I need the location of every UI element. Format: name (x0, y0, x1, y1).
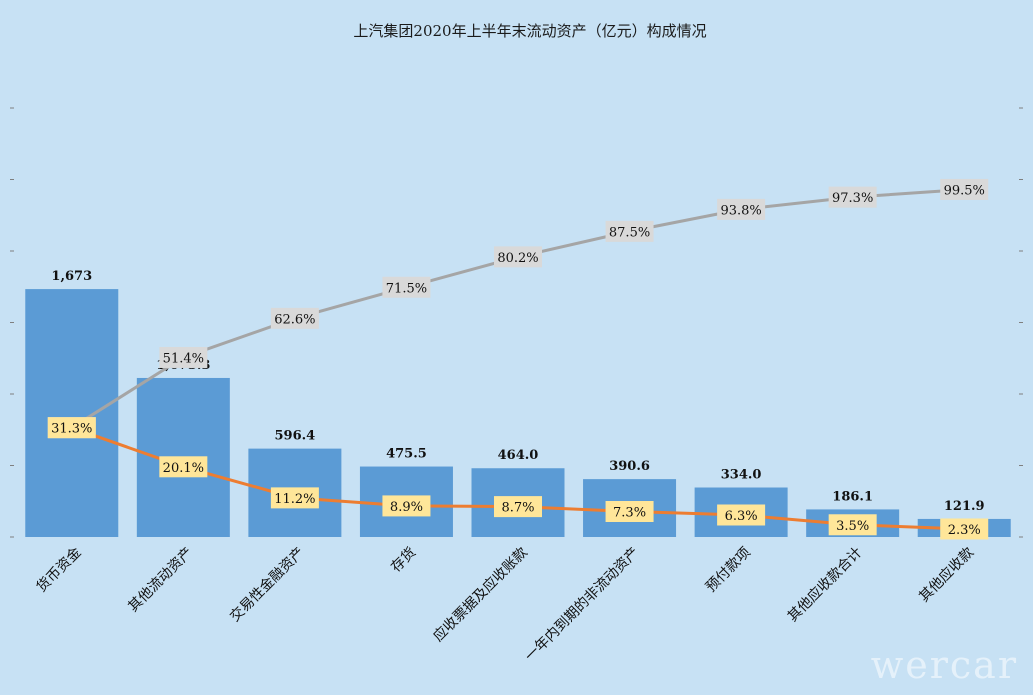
share-point-marker (605, 501, 654, 523)
cumulative-share-point-marker (494, 246, 542, 268)
bar-value-labels: 1,6731,073.3596.4475.5464.0390.6334.0186… (51, 269, 984, 514)
share-point-label: 3.5% (836, 519, 869, 534)
cumulative-share-point-label: 80.2% (497, 251, 538, 266)
share-point-label: 11.2% (274, 492, 315, 507)
category-label: 交易性金融资产 (226, 544, 307, 625)
share-point-label: 8.9% (390, 500, 423, 515)
cumulative-share-point-label: 51.4% (163, 351, 204, 366)
category-label: 一年内到期的非流动资产 (522, 545, 642, 665)
category-label: 存货 (387, 544, 419, 576)
cumulative-share-point-marker (270, 307, 319, 329)
watermark: wercar (871, 643, 1018, 687)
bar (25, 289, 119, 537)
share-point-marker (940, 518, 989, 540)
category-label: 货币资金 (33, 544, 85, 596)
left-axis-ticks (10, 107, 14, 538)
share-point-label: 2.3% (948, 523, 981, 538)
share-point-marker (828, 514, 877, 536)
share-point-marker (717, 504, 766, 526)
share-point-marker (382, 495, 431, 517)
bar-value-label: 596.4 (275, 429, 316, 444)
cumulative-share-point-marker (605, 220, 654, 242)
bar-value-label: 464.0 (498, 448, 539, 463)
category-label: 其他应收款 (916, 544, 978, 606)
bar-value-label: 390.6 (609, 459, 650, 474)
chart-title: 上汽集团2020年上半年末流动资产（亿元）构成情况 (353, 22, 706, 40)
category-label: 其他流动资产 (125, 545, 196, 616)
share-point-label: 20.1% (163, 461, 204, 476)
cumulative-share-point-label: 97.3% (832, 191, 873, 206)
right-axis-ticks (1019, 107, 1023, 538)
share-point-marker (270, 487, 319, 509)
share-point-label: 6.3% (725, 509, 758, 524)
cumulative-share-point-marker (940, 178, 989, 200)
bar-value-label: 186.1 (832, 489, 873, 504)
category-label: 其他应收款合计 (784, 544, 865, 625)
cumulative-share-point-label: 93.8% (720, 203, 761, 218)
share-point-marker (47, 417, 96, 439)
share-point-marker (159, 456, 208, 478)
share-point-marker (494, 496, 542, 518)
bar-value-label: 121.9 (944, 499, 985, 514)
bar-value-label: 334.0 (721, 468, 762, 483)
cumulative-share-point-marker (382, 276, 431, 298)
cumulative-share-point-marker (717, 198, 766, 220)
cumulative-share-point-label: 62.6% (274, 312, 315, 327)
category-label: 预付款项 (703, 545, 754, 596)
share-line: 31.3% 20.1% 11.2% 8.9% 8.7% 7.3% 6.3% 3.5% 2.3% (47, 417, 989, 540)
cumulative-share-point-label: 71.5% (386, 281, 427, 296)
share-point-label: 31.3% (51, 422, 92, 437)
share-point-label: 7.3% (613, 506, 646, 521)
cumulative-share-point-marker (159, 346, 208, 368)
category-label: 应收票据及应收账款 (430, 544, 531, 645)
cumulative-share-point-label: 99.5% (944, 183, 985, 198)
cumulative-share-point-marker (828, 186, 877, 208)
share-point-label: 8.7% (501, 501, 534, 516)
bar-value-label: 1,673 (51, 269, 92, 284)
bar-value-label: 475.5 (386, 447, 427, 462)
cumulative-share-point-label: 87.5% (609, 225, 650, 240)
